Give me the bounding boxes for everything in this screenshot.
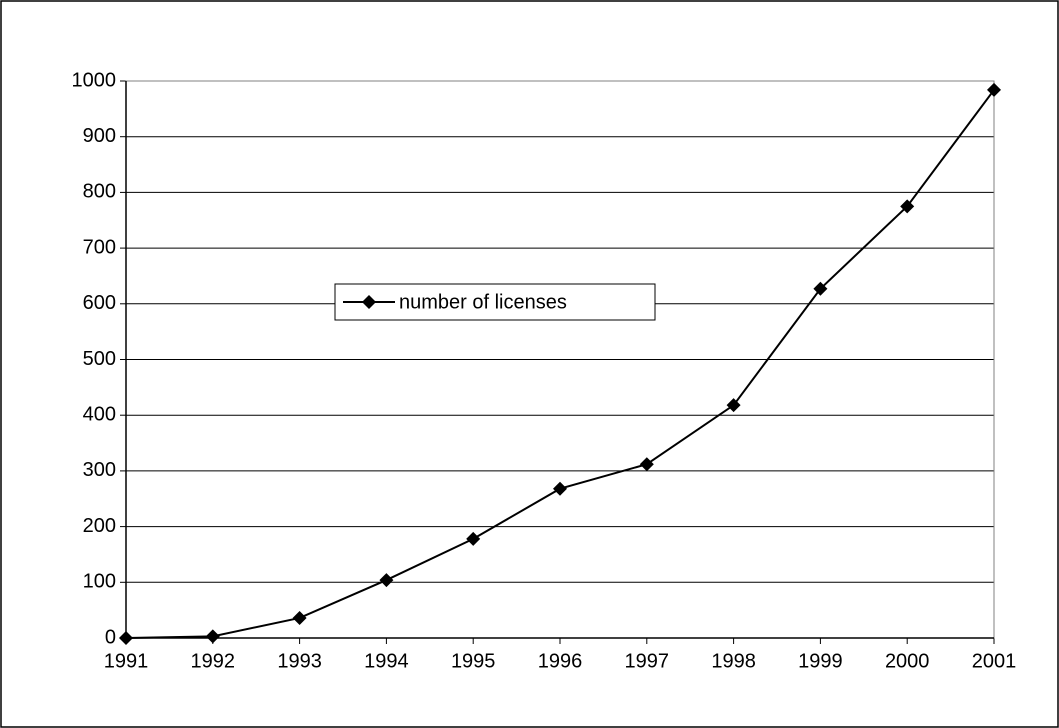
data-point [726, 398, 741, 413]
data-point [900, 199, 915, 214]
data-point [466, 531, 481, 546]
x-tick-label: 1998 [711, 650, 756, 672]
x-tick-label: 1999 [798, 650, 843, 672]
y-tick-label: 1000 [72, 69, 117, 91]
x-tick-label: 1995 [451, 650, 496, 672]
legend-marker [362, 295, 376, 309]
data-point [813, 281, 828, 296]
x-tick-label: 1996 [538, 650, 583, 672]
y-tick-label: 500 [83, 348, 116, 370]
x-tick-label: 1992 [191, 650, 236, 672]
data-point [379, 573, 394, 588]
x-tick-label: 2000 [885, 650, 930, 672]
y-tick-label: 300 [83, 459, 116, 481]
data-point [205, 629, 220, 644]
y-tick-label: 900 [83, 125, 116, 147]
y-tick-label: 0 [105, 626, 116, 648]
legend-label: number of licenses [399, 291, 567, 313]
y-tick-label: 100 [83, 571, 116, 593]
x-tick-label: 1993 [277, 650, 322, 672]
y-tick-label: 200 [83, 515, 116, 537]
data-point [553, 481, 567, 496]
data-point [119, 631, 133, 645]
data-point [292, 610, 307, 625]
data-point [639, 457, 654, 472]
y-tick-label: 600 [83, 292, 116, 314]
y-tick-label: 400 [83, 403, 116, 425]
x-tick-label: 1997 [625, 650, 670, 672]
y-tick-label: 800 [83, 181, 116, 203]
x-tick-label: 2001 [972, 650, 1017, 672]
data-point [987, 82, 1001, 97]
y-tick-label: 700 [83, 236, 116, 258]
x-tick-label: 1994 [364, 650, 409, 672]
x-tick-label: 1991 [104, 650, 149, 672]
legend: number of licenses [334, 283, 656, 321]
